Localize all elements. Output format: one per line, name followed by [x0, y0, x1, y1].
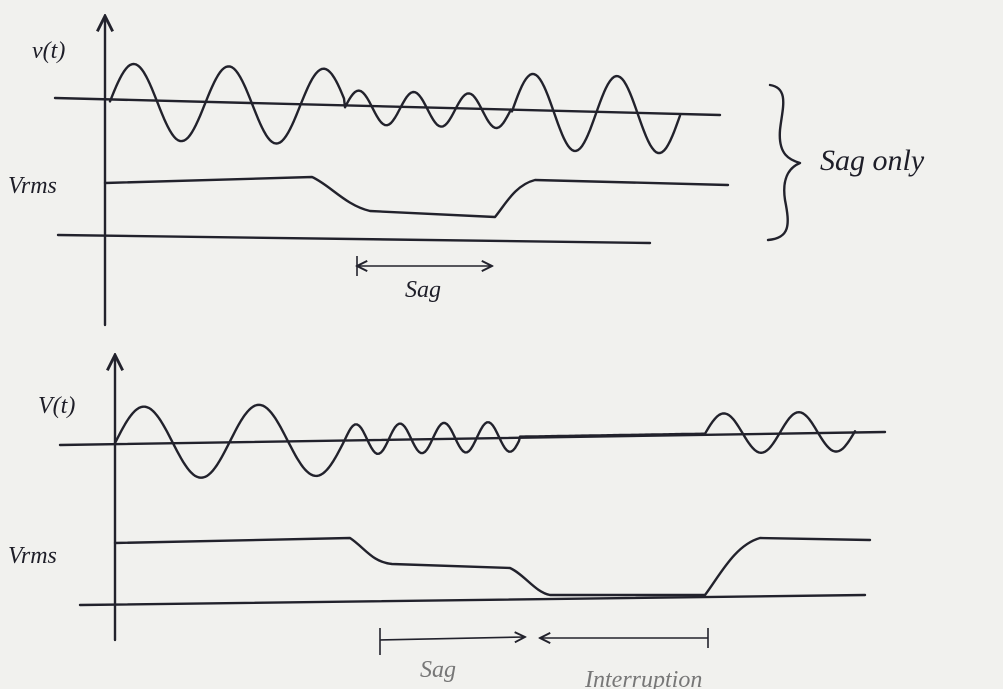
voltage-label: v(t)	[32, 38, 65, 64]
annotation: Sag only	[820, 144, 925, 177]
voltage-label: V(t)	[38, 393, 75, 419]
rms-label: Vrms	[8, 173, 57, 199]
page: v(t) Vrms Sag Sag only V(t) Vrms Sag Int…	[0, 0, 1003, 689]
diagram: v(t) Vrms Sag Sag only V(t) Vrms Sag Int…	[0, 0, 1003, 689]
rms-label: Vrms	[8, 543, 57, 569]
paper	[0, 0, 1003, 689]
event-label: Interruption	[584, 667, 702, 689]
event-label: Sag	[405, 277, 441, 303]
event-label: Sag	[420, 657, 456, 683]
